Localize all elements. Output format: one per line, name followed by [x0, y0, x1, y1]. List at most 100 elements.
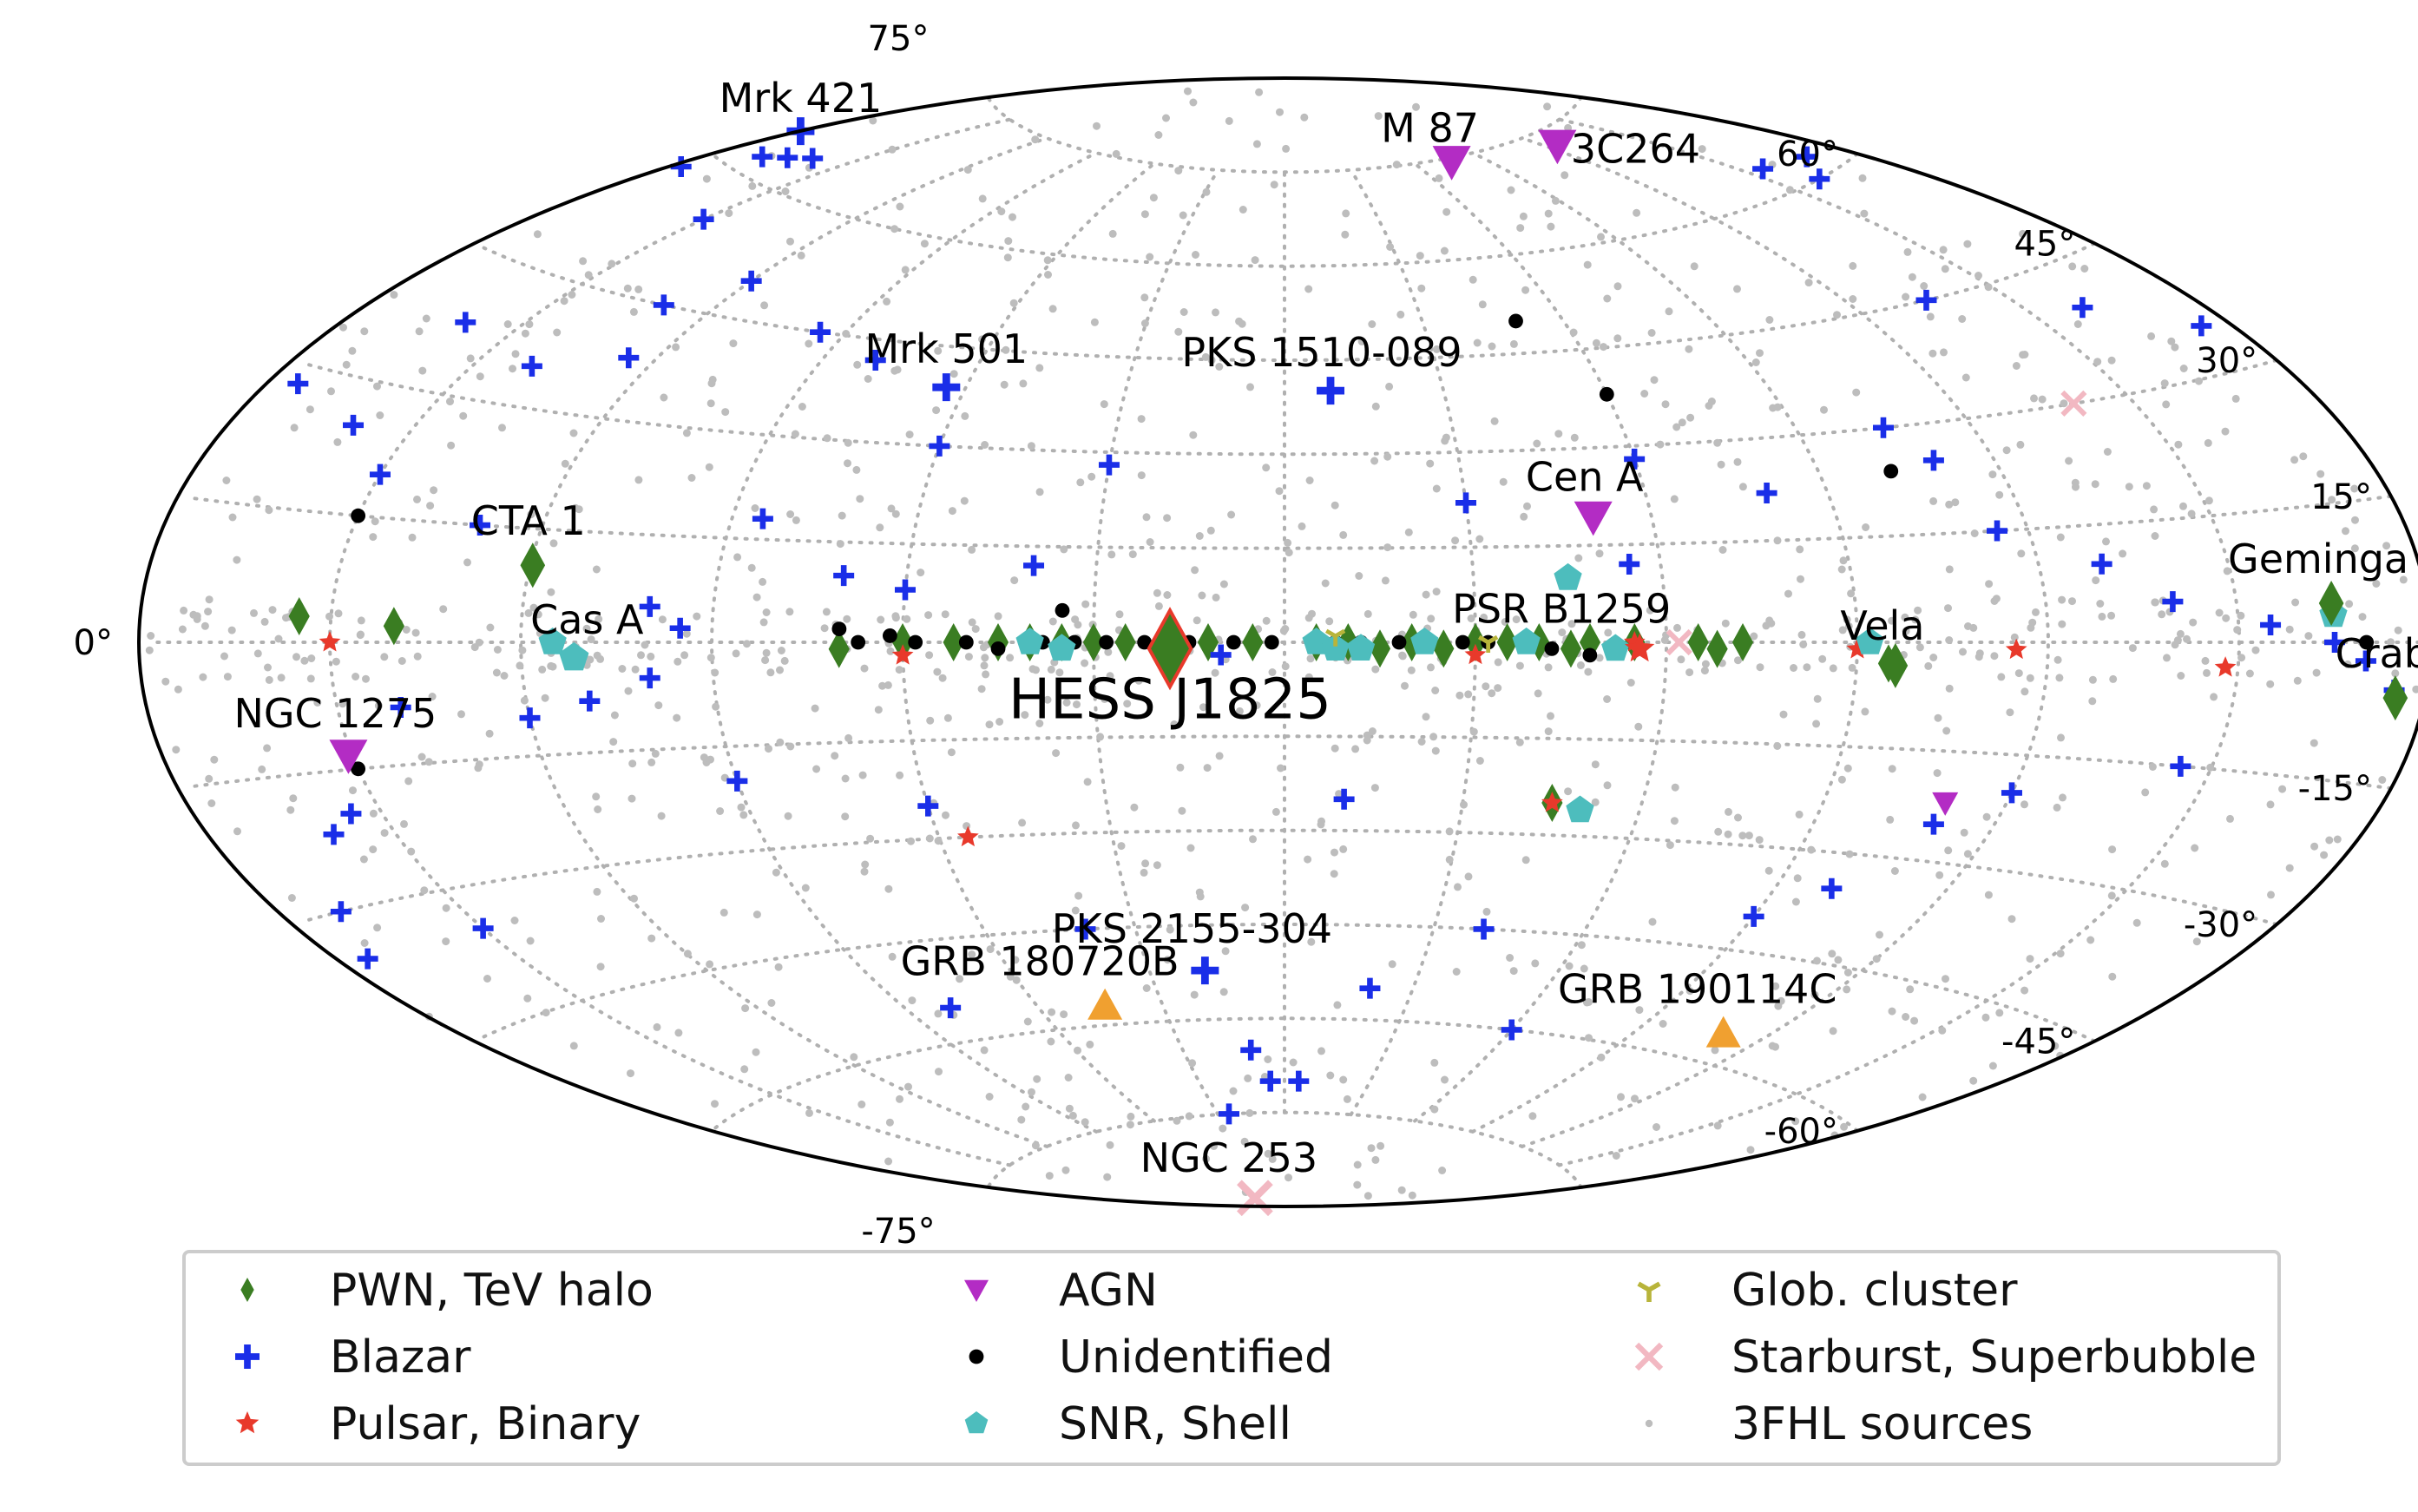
- fhl-source-point: [1519, 212, 1528, 220]
- fhl-source-point: [1195, 532, 1204, 540]
- fhl-source-point: [274, 634, 283, 643]
- fhl-source-point: [390, 291, 398, 299]
- fhl-source-point: [1544, 727, 1553, 736]
- fhl-source-point: [2096, 600, 2105, 608]
- blazar-marker: [2072, 297, 2093, 319]
- fhl-source-point: [2109, 674, 2118, 683]
- fhl-source-point: [986, 945, 995, 954]
- fhl-source-point: [1591, 798, 1600, 806]
- fhl-source-point: [1533, 439, 1541, 448]
- fhl-source-point: [362, 674, 370, 683]
- fhl-source-point: [823, 434, 831, 443]
- fhl-source-point: [1701, 660, 1710, 668]
- blazar-marker: [1743, 905, 1764, 927]
- fhl-source-point: [1515, 738, 1524, 746]
- fhl-source-point: [1019, 379, 1028, 388]
- fhl-source-point: [2312, 668, 2321, 677]
- fhl-source-point: [1963, 850, 1972, 858]
- fhl-source-point: [415, 327, 424, 336]
- fhl-source-point: [380, 829, 389, 838]
- fhl-source-point: [673, 657, 682, 666]
- fhl-source-point: [1134, 676, 1143, 685]
- fhl-source-point: [1262, 616, 1271, 625]
- fhl-source-point: [1890, 867, 1899, 875]
- fhl-source-point: [2012, 362, 2020, 370]
- blazar-marker: [1987, 520, 2008, 542]
- fhl-source-point: [204, 608, 213, 616]
- fhl-source-point: [1219, 1124, 1227, 1133]
- fhl-source-point: [680, 651, 689, 660]
- lat-tick-label: 0°: [74, 623, 113, 663]
- fhl-source-point: [964, 653, 973, 661]
- fhl-source-point: [596, 654, 605, 663]
- fhl-source-point: [920, 240, 929, 248]
- fhl-source-point: [413, 652, 422, 661]
- fhl-source-point: [1829, 1027, 1837, 1035]
- fhl-source-point: [1431, 746, 1440, 755]
- source-label: Geminga: [2228, 536, 2408, 582]
- fhl-source-point: [798, 403, 806, 411]
- unid-marker: [1055, 602, 1070, 618]
- fhl-source-point: [2132, 918, 2141, 927]
- fhl-source-point: [1564, 787, 1573, 796]
- fhl-source-point: [306, 405, 314, 414]
- fhl-source-point: [1779, 710, 1788, 719]
- fhl-source-point: [1561, 171, 1569, 180]
- fhl-source-point: [1584, 667, 1593, 676]
- fhl-source-point: [1858, 174, 1867, 182]
- fhl-source-point: [1569, 328, 1578, 337]
- lat-tick-label: -60°: [1764, 1112, 1838, 1152]
- fhl-source-point: [1307, 937, 1316, 946]
- fhl-source-point: [741, 1004, 750, 1013]
- fhl-source-point: [2245, 669, 2254, 678]
- fhl-source-point: [349, 786, 357, 795]
- fhl-source-point: [1745, 832, 1753, 840]
- fhl-source-point: [2107, 611, 2116, 620]
- fhl-source-point: [2179, 502, 2187, 510]
- fhl-source-point: [658, 615, 667, 624]
- pwn-marker: [1731, 623, 1754, 661]
- fhl-source-point: [634, 285, 643, 293]
- fhl-source-point: [1153, 861, 1161, 870]
- fhl-source-point: [2325, 836, 2334, 845]
- fhl-source-point: [1115, 610, 1124, 619]
- pulsar-marker: [957, 825, 979, 847]
- unid-marker: [2359, 634, 2375, 650]
- fhl-source-point: [1837, 565, 1846, 574]
- fhl-source-point: [888, 145, 897, 154]
- fhl-source-point: [553, 328, 562, 337]
- fhl-source-point: [1570, 433, 1579, 442]
- named-source-marker: [520, 542, 546, 588]
- fhl-source-point: [1371, 402, 1380, 411]
- source-label: HESS J1825: [1009, 667, 1331, 732]
- fhl-source-point: [2058, 595, 2066, 604]
- fhl-source-point: [707, 379, 716, 388]
- fhl-source-point: [2163, 654, 2171, 662]
- fhl-source-point: [1915, 643, 1924, 652]
- grid-parallel: [713, 152, 1859, 268]
- fhl-source-point: [592, 565, 601, 574]
- fhl-source-point: [861, 860, 870, 869]
- fhl-source-point: [844, 438, 852, 447]
- fhl-source-point: [1585, 998, 1593, 1006]
- fhl-source-point: [1284, 538, 1292, 547]
- fhl-source-point: [1199, 703, 1207, 712]
- fhl-source-point: [200, 621, 209, 630]
- fhl-source-point: [579, 257, 588, 266]
- fhl-source-point: [651, 749, 660, 758]
- fhl-source-point: [1659, 1020, 1667, 1028]
- fhl-source-point: [1103, 1173, 1112, 1181]
- fhl-source-point: [740, 1065, 749, 1074]
- fhl-source-point: [2285, 625, 2294, 634]
- named-source-marker: [1317, 377, 1345, 405]
- fhl-source-point: [1982, 812, 1991, 821]
- fhl-source-point: [2102, 537, 2110, 546]
- fhl-source-point: [1386, 243, 1395, 251]
- fhl-source-point: [1417, 284, 1426, 293]
- fhl-source-point: [935, 1068, 943, 1076]
- fhl-source-point: [1700, 667, 1709, 675]
- fhl-source-point: [1685, 668, 1694, 677]
- fhl-source-point: [700, 753, 708, 762]
- fhl-source-point: [2030, 394, 2038, 403]
- fhl-source-point: [1888, 616, 1896, 625]
